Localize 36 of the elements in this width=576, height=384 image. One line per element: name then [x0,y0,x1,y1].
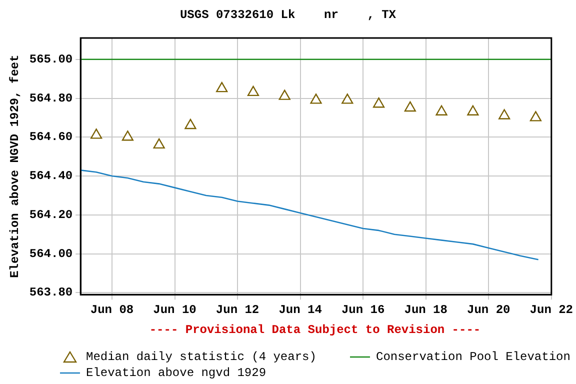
legend-label: Median daily statistic (4 years) [86,350,316,364]
y-tick-label: 564.80 [29,91,73,106]
point [90,128,102,139]
point [184,118,196,130]
point [153,138,165,149]
x-tick-label: Jun 12 [216,302,260,317]
legend-label: Elevation above ngvd 1929 [86,366,266,380]
y-tick-label: 564.40 [29,169,73,184]
point [342,94,354,104]
y-tick-label: 564.60 [29,130,73,144]
x-tick-label: Jun 18 [404,302,448,317]
y-axis-title: Elevation above NGVD 1929, feet [8,54,22,278]
legend-label: Conservation Pool Elevation [376,350,570,364]
point [216,82,228,92]
point [122,130,134,141]
chart-title: USGS 07332610 Lk nr , TX [178,8,398,22]
y-tick-label: 564.00 [29,246,73,261]
point [278,90,290,100]
point [372,97,385,108]
point [247,86,260,96]
point [467,105,479,116]
x-tick-label: Jun 16 [341,302,385,317]
x-tick-label: Jun 10 [153,302,196,317]
point [498,109,510,120]
y-tick-label: 565.00 [29,52,73,66]
y-tick-label: 563.80 [29,286,73,300]
text: ---- Provisional Data Subject to Revision ---- [148,323,482,337]
x-tick-label: Jun 22 [530,302,574,317]
x-tick-label: Jun 14 [278,302,322,317]
y-tick-label: 564.20 [29,208,73,222]
x-tick-label: Jun 20 [467,302,510,317]
point [436,105,448,116]
point [404,101,416,112]
x-tick-label: Jun 08 [90,302,134,317]
point [530,111,542,122]
point [310,94,322,104]
